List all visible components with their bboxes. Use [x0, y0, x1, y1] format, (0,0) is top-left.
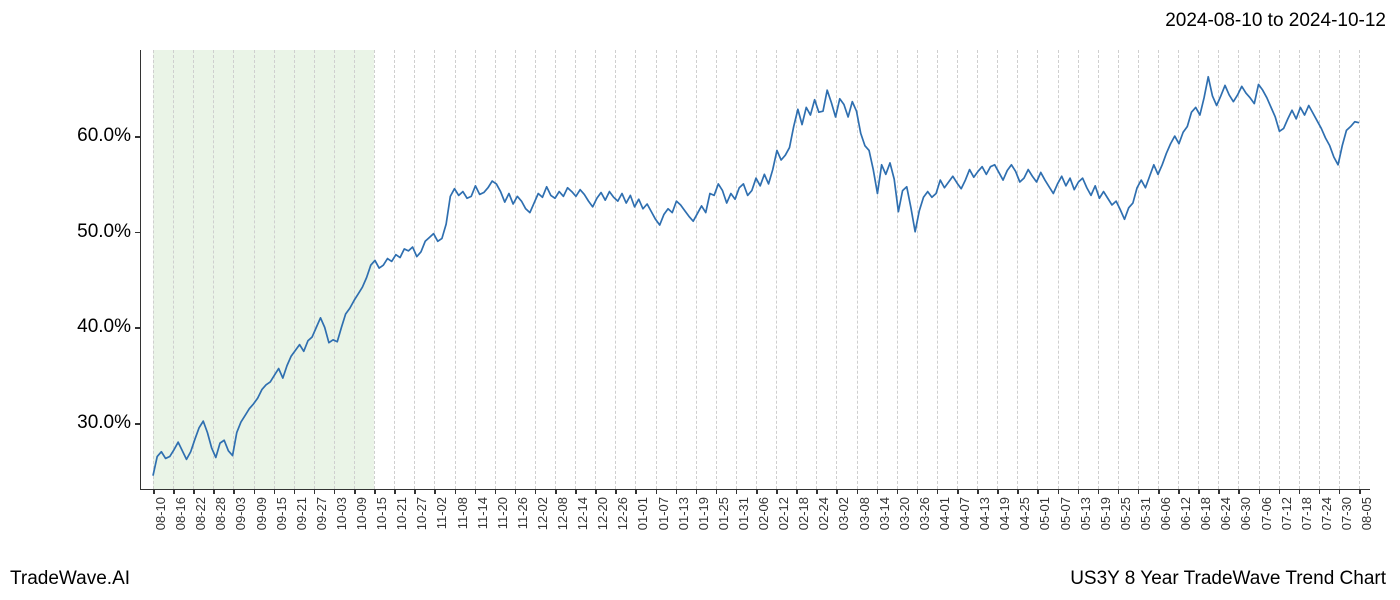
x-tick-label: 02-06 [756, 497, 771, 530]
x-tick-label: 12-20 [595, 497, 610, 530]
x-tick-label: 07-24 [1319, 497, 1334, 530]
y-tick-label: 50.0% [77, 221, 131, 243]
x-tick-label: 06-06 [1158, 497, 1173, 530]
x-tick-label: 08-16 [173, 497, 188, 530]
y-tick-label: 40.0% [77, 316, 131, 338]
trend-line [141, 50, 1371, 490]
x-tick-label: 11-20 [495, 497, 510, 529]
x-tick-label: 01-31 [736, 497, 751, 530]
x-tick-label: 05-19 [1098, 497, 1113, 530]
x-tick-label: 02-24 [816, 497, 831, 530]
x-tick-label: 04-19 [997, 497, 1012, 530]
x-tick-label: 05-31 [1138, 497, 1153, 530]
x-tick-label: 11-26 [515, 497, 530, 529]
x-tick-label: 08-28 [213, 497, 228, 530]
date-range-label: 2024-08-10 to 2024-10-12 [1165, 10, 1386, 32]
x-tick-label: 07-30 [1339, 497, 1354, 530]
x-tick-label: 03-02 [836, 497, 851, 530]
series-line [153, 77, 1359, 476]
x-tick-label: 01-19 [696, 497, 711, 530]
x-tick-label: 05-25 [1118, 497, 1133, 530]
x-tick-label: 07-18 [1299, 497, 1314, 530]
x-tick-label: 04-13 [977, 497, 992, 530]
x-tick-label: 09-15 [274, 497, 289, 530]
x-tick-label: 08-22 [193, 497, 208, 530]
x-tick-label: 06-18 [1198, 497, 1213, 530]
x-tick-label: 08-05 [1359, 497, 1374, 530]
x-tick-label: 06-30 [1238, 497, 1253, 530]
y-tick-label: 30.0% [77, 412, 131, 434]
y-tick-label: 60.0% [77, 125, 131, 147]
x-tick-label: 02-18 [796, 497, 811, 530]
x-tick-label: 10-09 [354, 497, 369, 530]
x-tick-label: 05-07 [1058, 497, 1073, 530]
footer-brand: TradeWave.AI [10, 568, 130, 590]
x-tick-label: 05-01 [1037, 497, 1052, 530]
x-tick-label: 01-13 [676, 497, 691, 530]
plot-area: 30.0%40.0%50.0%60.0% 08-1008-1608-2208-2… [140, 50, 1370, 490]
x-tick-label: 01-25 [716, 497, 731, 530]
x-tick-label: 02-12 [776, 497, 791, 530]
x-tick-label: 12-26 [615, 497, 630, 530]
x-tick-label: 12-14 [575, 497, 590, 530]
x-tick-label: 07-06 [1259, 497, 1274, 530]
x-tick-label: 10-27 [414, 497, 429, 530]
x-tick-label: 12-08 [555, 497, 570, 530]
x-tick-label: 10-03 [334, 497, 349, 530]
x-tick-label: 01-01 [635, 497, 650, 530]
x-tick-label: 01-07 [656, 497, 671, 530]
x-tick-label: 06-12 [1178, 497, 1193, 530]
x-tick-label: 11-14 [475, 497, 490, 529]
x-tick-label: 12-02 [535, 497, 550, 530]
x-tick-label: 11-08 [455, 497, 470, 529]
x-tick-label: 04-25 [1017, 497, 1032, 530]
x-tick-label: 08-10 [153, 497, 168, 530]
x-tick-label: 06-24 [1218, 497, 1233, 530]
x-tick-label: 09-27 [314, 497, 329, 530]
x-tick-label: 09-09 [254, 497, 269, 530]
x-tick-label: 10-15 [374, 497, 389, 530]
x-tick-label: 03-26 [917, 497, 932, 530]
x-tick-label: 07-12 [1279, 497, 1294, 530]
x-tick-label: 03-08 [857, 497, 872, 530]
x-tick-label: 11-02 [434, 497, 449, 529]
x-tick-label: 09-21 [294, 497, 309, 530]
chart-title: US3Y 8 Year TradeWave Trend Chart [1070, 568, 1386, 590]
x-tick-label: 05-13 [1078, 497, 1093, 530]
x-tick-label: 03-14 [877, 497, 892, 530]
x-tick-label: 03-20 [897, 497, 912, 530]
x-tick-label: 09-03 [233, 497, 248, 530]
x-tick-label: 04-07 [957, 497, 972, 530]
x-tick-label: 04-01 [937, 497, 952, 530]
x-tick-label: 10-21 [394, 497, 409, 530]
